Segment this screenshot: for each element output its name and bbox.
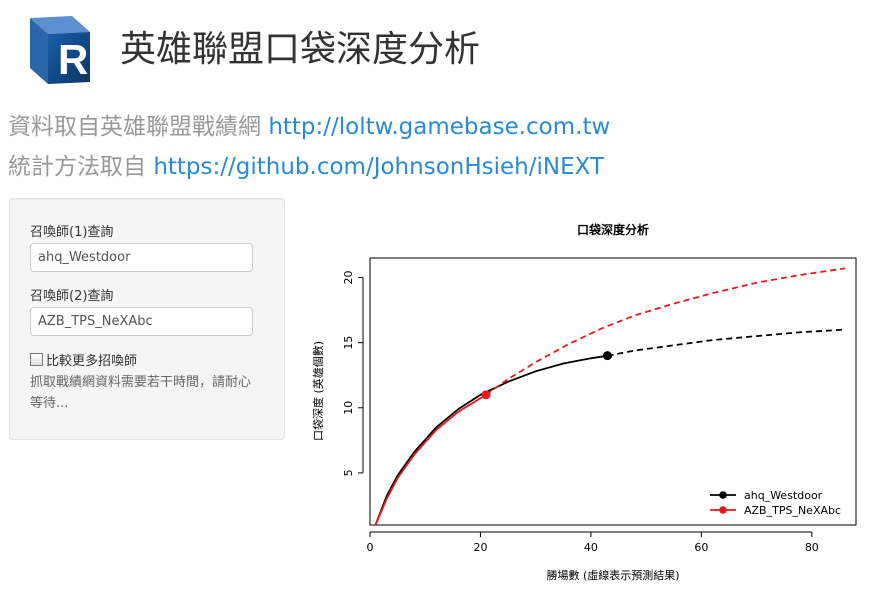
plot-frame bbox=[369, 257, 857, 526]
y-tick-label: 5 bbox=[342, 469, 355, 476]
chart-legend: ahq_Westdoor AZB_TPS_NeXAbc bbox=[710, 489, 841, 517]
series-line-predicted bbox=[607, 328, 846, 357]
x-tick-label: 20 bbox=[473, 541, 487, 554]
page-title: 英雄聯盟口袋深度分析 bbox=[120, 29, 481, 70]
x-tick-label: 80 bbox=[805, 541, 819, 554]
r-letter: R bbox=[58, 36, 88, 83]
chart-title: 口袋深度分析 bbox=[577, 222, 649, 237]
series-line-observed bbox=[374, 394, 487, 526]
method-line: 統計方法取自 https://github.com/JohnsonHsieh/i… bbox=[8, 147, 604, 181]
legend-marker bbox=[719, 491, 727, 499]
y-tick-label: 20 bbox=[342, 271, 355, 285]
y-axis-label: 口袋深度 (英雄個數) bbox=[311, 341, 325, 441]
x-tick-label: 0 bbox=[367, 541, 374, 554]
x-tick-label: 60 bbox=[694, 541, 708, 554]
legend-marker bbox=[719, 506, 727, 514]
method-link[interactable]: https://github.com/JohnsonHsieh/iNEXT bbox=[153, 154, 605, 180]
summoner1-input[interactable]: ahq_Westdoor bbox=[30, 243, 253, 272]
x-axis: 0 20 40 60 80 bbox=[367, 531, 819, 554]
compare-more-row[interactable]: 比較更多招喚師 bbox=[30, 350, 137, 369]
summoner2-input[interactable]: AZB_TPS_NeXAbc bbox=[30, 307, 253, 336]
y-tick-label: 15 bbox=[342, 336, 355, 350]
source-label: 資料取自英雄聯盟戰績網 bbox=[8, 114, 261, 140]
series-line-predicted bbox=[485, 267, 846, 396]
compare-more-checkbox[interactable] bbox=[30, 353, 43, 366]
x-axis-label: 勝場數 (虛線表示預測結果) bbox=[546, 568, 679, 582]
series-layer bbox=[374, 267, 846, 526]
y-tick-label: 10 bbox=[342, 401, 355, 415]
x-tick-label: 40 bbox=[584, 541, 598, 554]
method-label: 統計方法取自 bbox=[8, 154, 146, 180]
r-logo: R bbox=[30, 16, 90, 84]
input-panel: 召喚師(1)查詢 ahq_Westdoor 召喚師(2)查詢 AZB_TPS_N… bbox=[9, 198, 285, 440]
compare-more-label: 比較更多招喚師 bbox=[46, 354, 138, 369]
observed-point bbox=[481, 390, 491, 400]
summoner2-label: 召喚師(2)查詢 bbox=[30, 289, 114, 304]
y-axis: 5 10 15 20 bbox=[342, 271, 364, 476]
legend-label: ahq_Westdoor bbox=[744, 489, 823, 502]
loading-note: 抓取戰績網資料需要若干時間，請耐心等待... bbox=[30, 375, 252, 411]
observed-point bbox=[602, 351, 612, 361]
source-link[interactable]: http://loltw.gamebase.com.tw bbox=[268, 114, 611, 140]
summoner1-label: 召喚師(1)查詢 bbox=[30, 225, 114, 240]
source-line: 資料取自英雄聯盟戰績網 http://loltw.gamebase.com.tw bbox=[8, 107, 610, 141]
legend-label: AZB_TPS_NeXAbc bbox=[744, 504, 841, 517]
series-line-observed bbox=[374, 354, 608, 526]
